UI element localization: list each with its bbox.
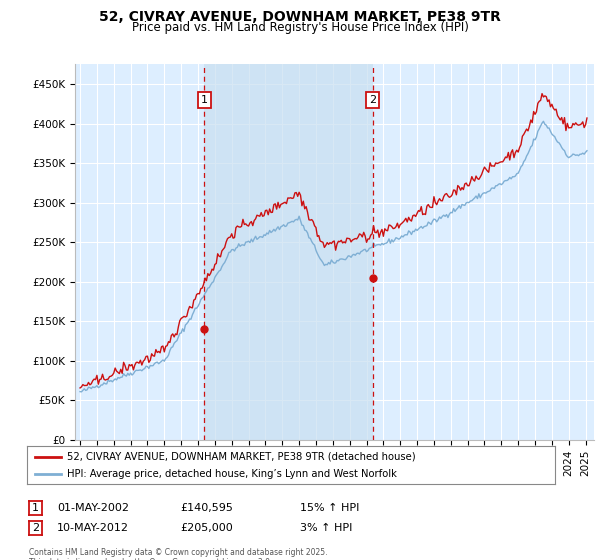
Text: HPI: Average price, detached house, King’s Lynn and West Norfolk: HPI: Average price, detached house, King… <box>67 469 397 479</box>
Text: Contains HM Land Registry data © Crown copyright and database right 2025.
This d: Contains HM Land Registry data © Crown c… <box>29 548 328 560</box>
Text: 2: 2 <box>32 523 39 533</box>
Text: 01-MAY-2002: 01-MAY-2002 <box>57 503 129 513</box>
Text: Price paid vs. HM Land Registry's House Price Index (HPI): Price paid vs. HM Land Registry's House … <box>131 21 469 34</box>
Text: 1: 1 <box>32 503 39 513</box>
Text: £205,000: £205,000 <box>180 523 233 533</box>
Text: 52, CIVRAY AVENUE, DOWNHAM MARKET, PE38 9TR: 52, CIVRAY AVENUE, DOWNHAM MARKET, PE38 … <box>99 10 501 24</box>
Text: 15% ↑ HPI: 15% ↑ HPI <box>300 503 359 513</box>
Text: 3% ↑ HPI: 3% ↑ HPI <box>300 523 352 533</box>
Text: 10-MAY-2012: 10-MAY-2012 <box>57 523 129 533</box>
Text: 1: 1 <box>201 95 208 105</box>
Text: 52, CIVRAY AVENUE, DOWNHAM MARKET, PE38 9TR (detached house): 52, CIVRAY AVENUE, DOWNHAM MARKET, PE38 … <box>67 451 415 461</box>
Text: £140,595: £140,595 <box>180 503 233 513</box>
Bar <box>204 64 373 440</box>
Text: 2: 2 <box>369 95 376 105</box>
